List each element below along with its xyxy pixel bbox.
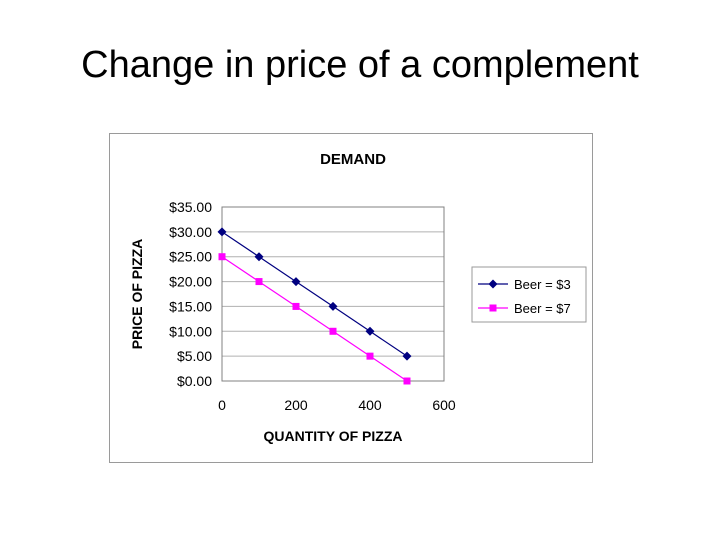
y-tick-label: $30.00 bbox=[169, 224, 212, 240]
y-tick-label: $5.00 bbox=[177, 348, 212, 364]
series-1 bbox=[217, 227, 412, 361]
data-point bbox=[403, 377, 411, 385]
legend-item: Beer = $3 bbox=[478, 277, 571, 292]
legend: Beer = $3 Beer = $7 bbox=[471, 266, 587, 323]
y-tick-label: $20.00 bbox=[169, 274, 212, 290]
data-point bbox=[365, 326, 375, 336]
x-tick-label: 600 bbox=[432, 397, 456, 413]
data-point bbox=[255, 278, 263, 286]
legend-label: Beer = $3 bbox=[514, 277, 571, 292]
legend-marker bbox=[488, 279, 498, 289]
data-point bbox=[292, 302, 300, 310]
x-axis-ticks: 0 200 400 600 bbox=[218, 397, 456, 413]
series-line bbox=[221, 231, 408, 357]
demand-chart: DEMAND $0.00 $5.00 $10.00 $15.00 $20.00 $25.0… bbox=[129, 151, 587, 444]
x-axis-label: QUANTITY OF PIZZA bbox=[264, 428, 403, 444]
data-point bbox=[402, 351, 412, 361]
series-line bbox=[221, 256, 408, 382]
y-tick-label: $10.00 bbox=[169, 323, 212, 339]
y-tick-label: $25.00 bbox=[169, 249, 212, 265]
y-tick-label: $15.00 bbox=[169, 298, 212, 314]
x-tick-label: 0 bbox=[218, 397, 226, 413]
y-tick-label: $0.00 bbox=[177, 373, 212, 389]
data-point bbox=[218, 253, 226, 261]
chart-title: DEMAND bbox=[320, 151, 386, 168]
data-point bbox=[366, 352, 374, 360]
legend-box bbox=[471, 266, 587, 323]
chart-frame: DEMAND $0.00 $5.00 $10.00 $15.00 $20.00 $25.0… bbox=[109, 133, 593, 463]
x-tick-label: 400 bbox=[358, 397, 382, 413]
legend-marker bbox=[489, 304, 497, 312]
legend-label: Beer = $7 bbox=[514, 301, 571, 316]
data-point bbox=[328, 301, 338, 311]
series-2 bbox=[218, 253, 411, 385]
legend-item: Beer = $7 bbox=[478, 301, 571, 316]
y-axis-label: PRICE OF PIZZA bbox=[129, 239, 145, 349]
y-tick-label: $35.00 bbox=[169, 199, 212, 215]
slide-title: Change in price of a complement bbox=[81, 44, 639, 86]
y-axis-ticks: $0.00 $5.00 $10.00 $15.00 $20.00 $25.00 $30.00… bbox=[169, 199, 212, 389]
data-point bbox=[329, 327, 337, 335]
data-point bbox=[254, 252, 264, 262]
x-tick-label: 200 bbox=[284, 397, 308, 413]
data-point bbox=[291, 277, 301, 287]
plot-area bbox=[221, 206, 445, 382]
data-point bbox=[217, 227, 227, 237]
series-group bbox=[217, 227, 412, 385]
gridlines bbox=[222, 206, 444, 382]
